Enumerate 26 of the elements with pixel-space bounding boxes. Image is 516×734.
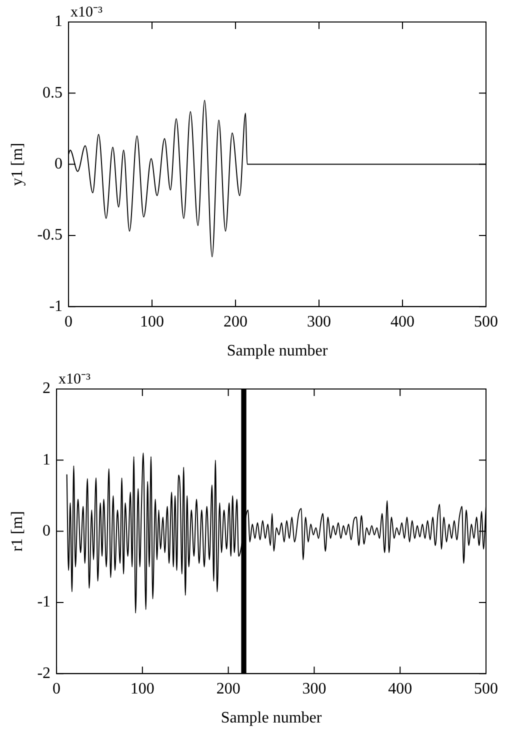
y-tick-label: -1 [37,594,51,611]
text: x10⁻³ [58,371,92,388]
x-tick-label: 500 [474,680,498,698]
y-tick-label: 0 [42,522,51,540]
x-axis-title: Sample number [220,710,322,727]
y-tick-label: 1 [42,451,51,468]
x-tick-label: 300 [302,680,326,698]
x-tick-label: 200 [216,680,240,698]
x-tick-label: 100 [130,680,154,698]
y-tick-label: 2 [42,380,51,398]
y-axis-title: y1 [m] [8,142,26,186]
x-tick-label: 500 [474,313,498,330]
y-tick-label: -1 [49,298,63,315]
x-tick-label: 400 [390,313,415,330]
y-tick-label: 0.5 [42,84,63,102]
y-tick-label: 0 [54,156,63,173]
y-tick-label: -0.5 [37,226,63,244]
y-axis-title: r1 [m] [8,511,26,552]
x-tick-label: 300 [307,313,332,330]
text: x10⁻³ [70,4,104,20]
x-tick-label: 200 [224,313,248,330]
x-tick-label: 400 [388,680,412,698]
y-tick-label: 1 [54,13,63,30]
y-tick-label: -2 [37,664,51,682]
x-axis-title: Sample number [226,342,328,360]
x-tick-label: 100 [140,313,164,330]
